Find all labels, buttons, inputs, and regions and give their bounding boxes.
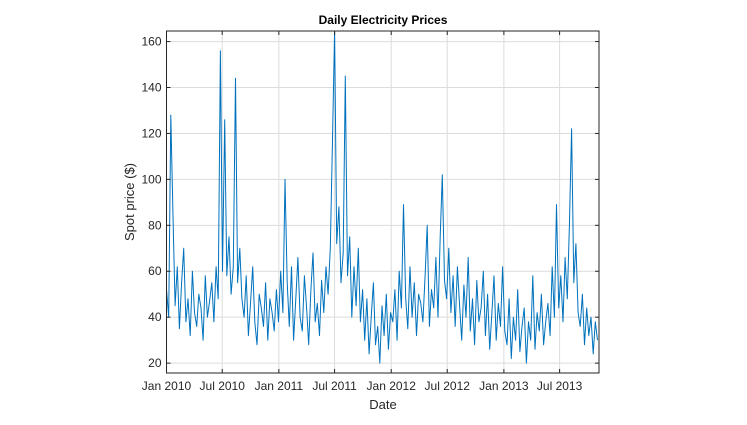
- x-tick-label: Jan 2011: [255, 379, 304, 393]
- y-tick-label: 80: [148, 218, 162, 232]
- x-tick-label: Jul 2012: [425, 379, 471, 393]
- y-tick-label: 160: [141, 35, 161, 49]
- y-axis-label: Spot price ($): [122, 163, 137, 241]
- axes-box: [166, 30, 600, 374]
- y-tick-label: 140: [141, 81, 161, 95]
- x-tick-label: Jul 2010: [200, 379, 246, 393]
- x-tick-label: Jul 2011: [312, 379, 357, 393]
- x-axis-label: Date: [369, 397, 396, 412]
- x-tick-label: Jan 2012: [367, 379, 417, 393]
- x-tick-label: Jan 2013: [479, 379, 529, 393]
- series-line-spot-price: [166, 31, 598, 364]
- x-tick-label: Jul 2013: [537, 379, 583, 393]
- y-tick-label: 100: [141, 172, 161, 186]
- x-tick-label: Jan 2010: [142, 379, 192, 393]
- y-tick-label: 120: [141, 126, 161, 140]
- chart-title: Daily Electricity Prices: [319, 13, 448, 27]
- y-tick-label: 40: [148, 310, 162, 324]
- y-tick-label: 60: [148, 264, 162, 278]
- y-tick-label: 20: [148, 356, 162, 370]
- axis-ticks: 20 40 60 80 100 120 140 160 Jan 2010 Jul 2010 Jan …: [141, 31, 599, 393]
